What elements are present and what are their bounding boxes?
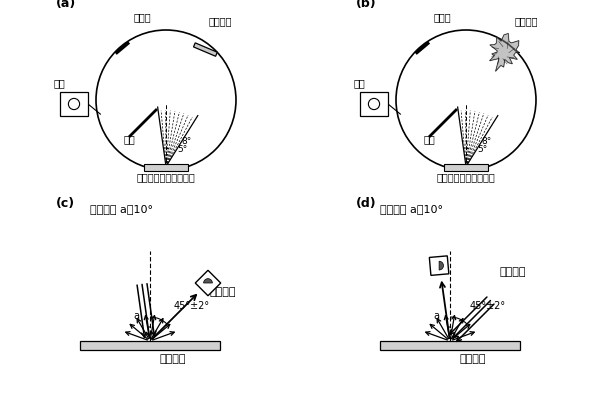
Text: (a): (a) (56, 0, 76, 10)
Text: 测量方向: 测量方向 (209, 288, 236, 298)
Polygon shape (430, 256, 449, 275)
Text: 8°: 8° (181, 138, 191, 146)
Text: 颜色样品（参考平面）: 颜色样品（参考平面） (137, 172, 196, 182)
Polygon shape (195, 270, 221, 296)
Bar (60, 92, 88, 116)
Text: 照明方向 a＜10°: 照明方向 a＜10° (90, 204, 153, 214)
Bar (444, 164, 488, 171)
Bar (144, 164, 188, 171)
Bar (80, 341, 220, 350)
Wedge shape (439, 261, 443, 270)
Text: 5°: 5° (177, 144, 187, 154)
Text: 挡屏: 挡屏 (124, 134, 136, 144)
Text: 反射平面: 反射平面 (209, 16, 232, 26)
Text: (b): (b) (356, 0, 377, 10)
Text: 8°: 8° (481, 138, 491, 146)
Text: 探测口: 探测口 (433, 12, 451, 22)
Text: a: a (133, 311, 139, 321)
Wedge shape (203, 279, 212, 283)
Text: (d): (d) (356, 197, 377, 210)
Text: a: a (433, 311, 439, 321)
Text: (c): (c) (56, 197, 75, 210)
Text: 颜色样品（参考平面）: 颜色样品（参考平面） (437, 172, 496, 182)
Text: 45°±2°: 45°±2° (470, 301, 506, 311)
Text: 颜色样品: 颜色样品 (460, 354, 487, 364)
Text: 照明方向: 照明方向 (500, 267, 527, 277)
Text: 挡屏: 挡屏 (424, 134, 436, 144)
Bar (360, 92, 388, 116)
Polygon shape (193, 43, 217, 56)
Bar (380, 341, 520, 350)
Text: 光泽陷阱: 光泽陷阱 (515, 16, 538, 26)
Text: 颜色样品: 颜色样品 (160, 354, 187, 364)
Text: 光源: 光源 (54, 78, 66, 88)
Text: 测量方向 a＜10°: 测量方向 a＜10° (380, 204, 443, 214)
Text: 5°: 5° (477, 144, 487, 154)
Text: 探测口: 探测口 (133, 12, 151, 22)
Text: 45°±2°: 45°±2° (174, 301, 210, 311)
Text: 光源: 光源 (354, 78, 366, 88)
Polygon shape (490, 34, 520, 71)
